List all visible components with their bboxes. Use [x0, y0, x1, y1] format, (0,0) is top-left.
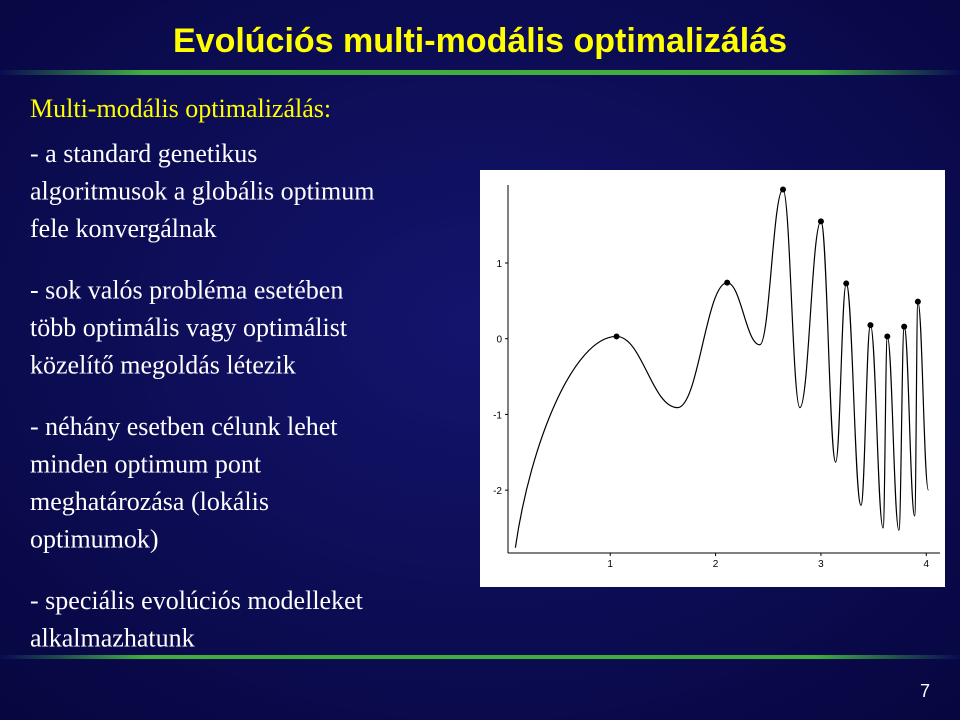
x-tick-label: 2 — [713, 559, 719, 570]
body-line: több optimális vagy optimálist — [30, 313, 348, 342]
body-line: - sok valós probléma esetében — [30, 276, 343, 305]
body-line: fele konvergálnak — [30, 214, 217, 243]
chart: -2 -1 0 1 1 2 3 4 — [493, 185, 940, 570]
body-line: - speciális evolúciós modelleket — [30, 586, 364, 615]
x-tick-label: 4 — [924, 559, 930, 570]
optimum-point — [613, 333, 620, 340]
y-tick-label: 1 — [496, 259, 502, 270]
heading: Multi-modális optimalizálás: — [30, 94, 331, 123]
optimum-point — [724, 279, 731, 286]
body-line: - néhány esetben célunk lehet — [30, 412, 338, 441]
body-text: - a standard genetikus algoritmusok a glo… — [30, 139, 374, 653]
body-line: optimumok) — [30, 525, 159, 554]
page-number: 7 — [920, 681, 930, 701]
footer-rule — [0, 655, 960, 659]
x-tick-label: 1 — [607, 559, 613, 570]
optimum-point — [884, 333, 891, 340]
optimum-point — [901, 323, 908, 330]
slide-title: Evolúciós multi-modális optimalizálás — [173, 22, 787, 60]
optimum-point — [914, 298, 921, 305]
y-tick-label: -1 — [493, 410, 502, 421]
optimum-point — [817, 218, 824, 225]
body-line: algoritmusok a globális optimum — [30, 177, 374, 206]
body-line: közelítő megoldás létezik — [30, 351, 296, 380]
y-tick-label: -2 — [493, 486, 502, 497]
body-line: meghatározása (lokális — [30, 487, 269, 516]
body-line: - a standard genetikus — [30, 139, 257, 168]
optimum-point — [867, 322, 874, 329]
optimum-point — [780, 186, 787, 193]
body-line: minden optimum pont — [30, 450, 262, 479]
title-rule — [0, 70, 960, 75]
y-tick-label: 0 — [496, 335, 502, 346]
optimum-point — [843, 280, 850, 287]
x-tick-label: 3 — [818, 559, 824, 570]
body-line: alkalmazhatunk — [30, 624, 195, 653]
